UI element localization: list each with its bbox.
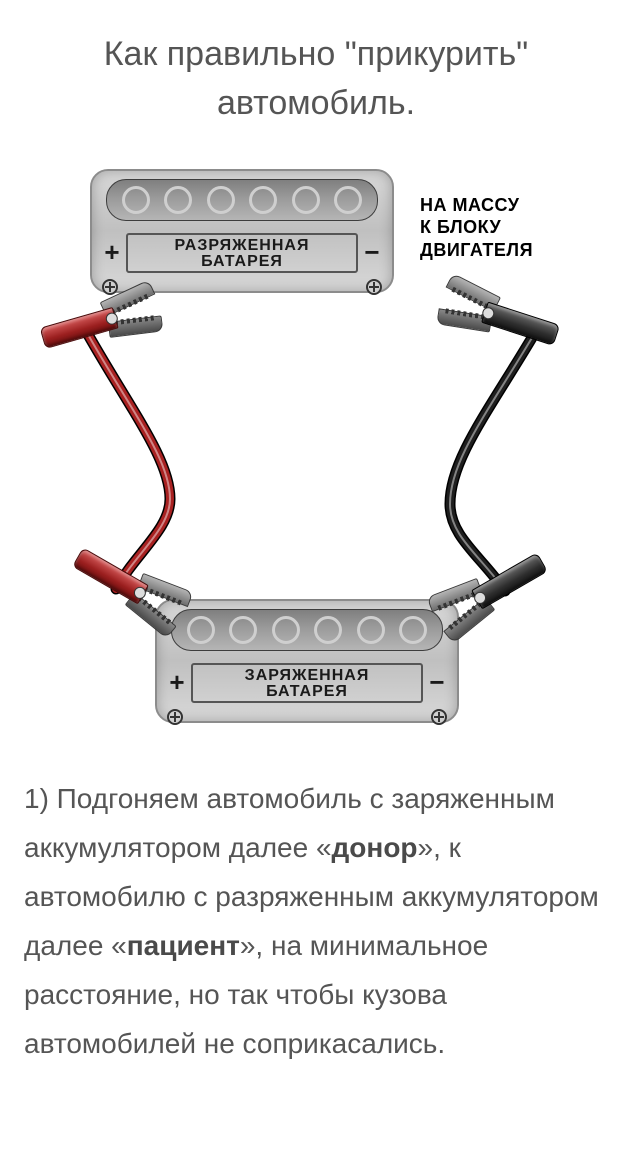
clamp-top-ground-black bbox=[435, 271, 566, 359]
battery-cap-icon bbox=[357, 616, 385, 644]
minus-sign: − bbox=[427, 667, 447, 698]
battery-caps-row bbox=[171, 609, 443, 651]
battery-discharged: + РАЗРЯЖЕННАЯ БАТАРЕЯ − bbox=[90, 169, 394, 293]
battery-label-line2: БАТАРЕЯ bbox=[201, 253, 283, 270]
page-title: Как правильно "прикурить" автомобиль. bbox=[20, 30, 612, 129]
battery-cap-icon bbox=[334, 186, 362, 214]
battery-label-line1: РАЗРЯЖЕННАЯ bbox=[175, 237, 310, 254]
minus-sign: − bbox=[362, 237, 382, 268]
instr-text: Подгоняем автомобиль с заряженным аккуму… bbox=[24, 783, 555, 863]
term-patient: пациент bbox=[127, 930, 240, 961]
battery-caps-row bbox=[106, 179, 378, 221]
clamp-bot-neg-black-R bbox=[425, 537, 556, 644]
battery-label: РАЗРЯЖЕННАЯ БАТАРЕЯ bbox=[126, 233, 358, 273]
battery-cap-icon bbox=[272, 616, 300, 644]
step-number: 1) bbox=[24, 783, 49, 814]
mount-bolt-icon bbox=[366, 279, 382, 295]
battery-label: ЗАРЯЖЕННАЯ БАТАРЕЯ bbox=[191, 663, 423, 703]
clamp-handle bbox=[481, 301, 560, 345]
plus-sign: + bbox=[167, 667, 187, 698]
mount-bolt-icon bbox=[431, 709, 447, 725]
clamp-handle bbox=[40, 307, 119, 349]
battery-cap-icon bbox=[249, 186, 277, 214]
battery-cap-icon bbox=[229, 616, 257, 644]
battery-cap-icon bbox=[292, 186, 320, 214]
term-donor: донор bbox=[332, 832, 418, 863]
ground-to-engine-label: НА МАССУК БЛОКУДВИГАТЕЛЯ bbox=[420, 194, 533, 262]
battery-cap-icon bbox=[314, 616, 342, 644]
battery-cap-icon bbox=[207, 186, 235, 214]
battery-label-line2: БАТАРЕЯ bbox=[266, 683, 348, 700]
mount-bolt-icon bbox=[167, 709, 183, 725]
plus-sign: + bbox=[102, 237, 122, 268]
battery-cap-icon bbox=[164, 186, 192, 214]
instruction-step-1: 1) Подгоняем автомобиль с заряженным акк… bbox=[24, 774, 608, 1068]
jumpstart-diagram: + РАЗРЯЖЕННАЯ БАТАРЕЯ − НА МАССУК БЛОКУД… bbox=[20, 159, 612, 749]
battery-charged: + ЗАРЯЖЕННАЯ БАТАРЕЯ − bbox=[155, 599, 459, 723]
battery-cap-icon bbox=[399, 616, 427, 644]
battery-cap-icon bbox=[122, 186, 150, 214]
battery-label-line1: ЗАРЯЖЕННАЯ bbox=[245, 667, 370, 684]
clamp-bot-pos-red-L bbox=[65, 532, 196, 639]
battery-cap-icon bbox=[187, 616, 215, 644]
